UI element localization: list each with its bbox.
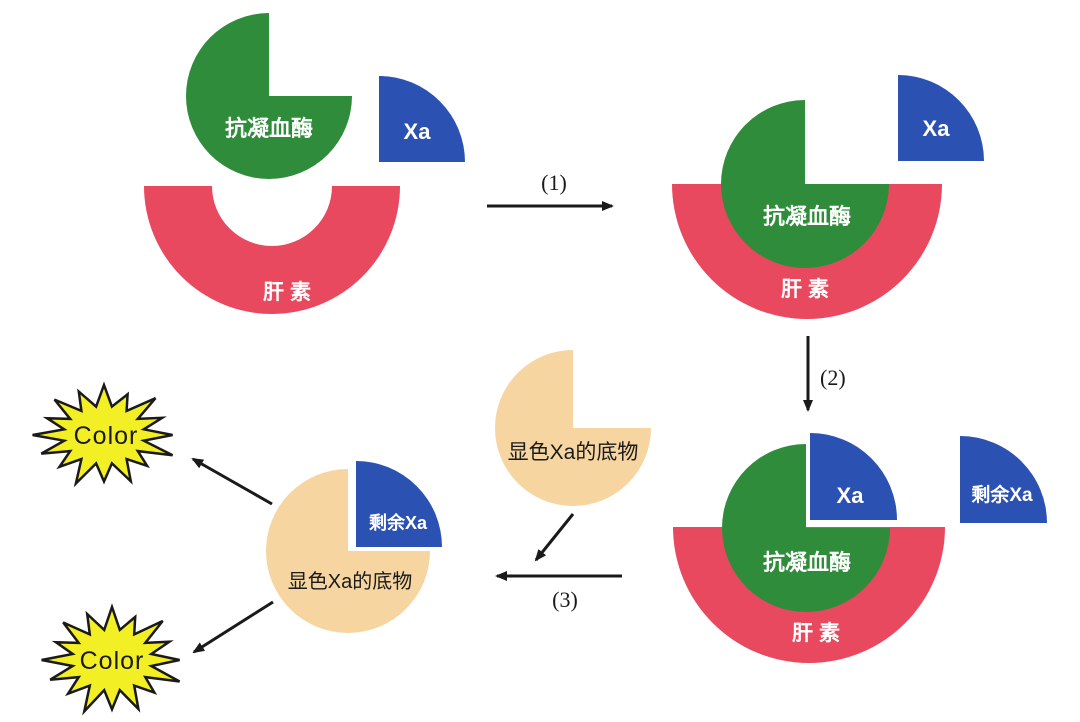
heparin-crescent-shape	[144, 186, 400, 314]
group-color-outputs: Color Color	[32, 381, 274, 716]
antithrombin-label: 抗凝血酶	[225, 116, 313, 141]
group-at-heparin-complex: 抗凝血酶 肝素 Xa	[672, 75, 984, 319]
substrate-label: 显色Xa的底物	[508, 441, 639, 464]
group-substrate-free: 显色Xa的底物	[495, 350, 651, 506]
heparin-label: 肝素	[792, 621, 846, 645]
group-ternary-complex: Xa 抗凝血酶 肝素 剩余Xa	[673, 433, 1047, 663]
color-starburst-top	[32, 381, 174, 488]
residual-xa-label: 剩余Xa	[369, 512, 428, 533]
xa-quarter-shape	[379, 76, 465, 162]
xa-label: Xa	[923, 116, 951, 141]
heparin-label: 肝素	[781, 277, 835, 301]
antithrombin-pacman-shape	[722, 444, 890, 612]
xa-quarter-shape	[898, 75, 984, 161]
step3-label: (3)	[552, 587, 578, 612]
antithrombin-pacman-shape	[721, 100, 889, 268]
antithrombin-label: 抗凝血酶	[763, 204, 851, 229]
heparin-label: 肝素	[263, 280, 317, 304]
residual-xa-quarter-shape	[960, 436, 1047, 523]
substrate-pacman-shape	[266, 469, 430, 633]
step2-label: (2)	[820, 365, 846, 390]
xa-bound-quarter-shape	[810, 433, 897, 520]
step1-label: (1)	[541, 170, 567, 195]
step3-arrow-group: (3)	[495, 513, 622, 612]
xa-label: Xa	[404, 119, 432, 144]
antithrombin-pacman-shape	[186, 13, 352, 179]
to-color-bottom-arrow	[192, 600, 274, 654]
xa-label: Xa	[837, 483, 865, 508]
substrate-diagonal-arrow	[534, 513, 575, 562]
to-color-top-arrow	[191, 457, 273, 506]
color-starburst-bottom	[41, 603, 181, 716]
residual-xa-quarter-shape	[356, 461, 442, 547]
group-substrate-complex: 剩余Xa 显色Xa的底物	[266, 461, 442, 633]
group-free-components: 抗凝血酶 Xa 肝素	[144, 13, 465, 314]
step1-arrow-group: (1)	[487, 170, 614, 211]
substrate-pacman-shape	[495, 350, 651, 506]
antithrombin-label: 抗凝血酶	[763, 550, 851, 575]
substrate-label: 显色Xa的底物	[288, 570, 412, 593]
color-bottom-label: Color	[80, 647, 145, 675]
step2-arrow-group: (2)	[803, 336, 846, 412]
residual-xa-label: 剩余Xa	[971, 483, 1033, 506]
color-top-label: Color	[74, 422, 139, 450]
